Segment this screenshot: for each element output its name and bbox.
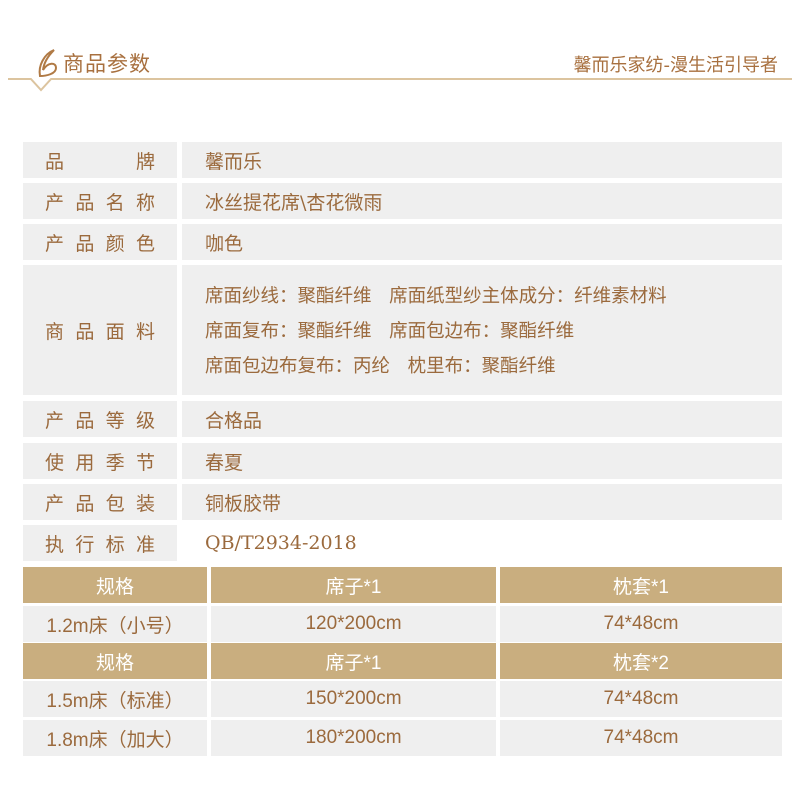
param-label: 产品名称 (23, 183, 177, 219)
brand-slogan: 馨而乐家纺-漫生活引导者 (573, 55, 779, 76)
spec-row: 1.8m床（加大） 180*200cm 74*48cm (23, 720, 782, 756)
spec-header-row: 规格 席子*1 枕套*2 (23, 643, 782, 679)
param-label-char: 产 (45, 409, 65, 432)
param-label-char: 行 (75, 533, 95, 556)
param-row: 产品等级合格品 (23, 401, 782, 437)
param-row: 产品名称冰丝提花席\杏花微雨 (23, 183, 782, 219)
param-value: 合格品 (182, 401, 782, 437)
param-label-char: 色 (135, 232, 155, 255)
spec-cell: 1.8m床（加大） (23, 720, 207, 756)
param-value: 馨而乐 (182, 142, 782, 178)
param-label-char: 商 (45, 320, 65, 343)
spec-cell: 规格 (23, 643, 207, 679)
param-label-char: 料 (135, 320, 155, 343)
param-row: 品牌馨而乐 (23, 142, 782, 178)
param-label: 产品颜色 (23, 224, 177, 260)
param-label-char: 标 (105, 533, 125, 556)
param-label-char: 牌 (135, 150, 155, 173)
param-label-char: 使 (45, 451, 65, 474)
spec-header-row: 规格 席子*1 枕套*1 (23, 567, 782, 603)
material-line: 席面纱线：聚酯纤维 席面纸型纱主体成分：纤维素材料 (205, 286, 667, 307)
spec-cell: 74*48cm (500, 720, 782, 756)
param-row: 使用季节春夏 (23, 443, 782, 479)
spec-cell: 席子*1 (211, 567, 496, 603)
param-label-char: 品 (75, 492, 95, 515)
spec-cell: 规格 (23, 567, 207, 603)
param-row: 产品包装铜板胶带 (23, 484, 782, 520)
param-label: 商品面料 (23, 265, 177, 395)
spec-cell: 1.5m床（标准） (23, 681, 207, 717)
param-label-char: 等 (105, 409, 125, 432)
spec-cell: 120*200cm (211, 606, 496, 642)
param-label-char: 装 (135, 492, 155, 515)
param-value: 春夏 (182, 443, 782, 479)
param-label: 使用季节 (23, 443, 177, 479)
param-label: 产品包装 (23, 484, 177, 520)
spec-cell: 席子*1 (211, 643, 496, 679)
section-title: 商品参数 (63, 52, 151, 76)
param-label: 产品等级 (23, 401, 177, 437)
param-label: 执行标准 (23, 525, 177, 561)
param-label-char: 品 (75, 320, 95, 343)
material-line: 席面复布：聚酯纤维 席面包边布：聚酯纤维 (205, 321, 575, 342)
param-label-char: 执 (45, 533, 65, 556)
param-label-char: 品 (75, 191, 95, 214)
param-label-char: 产 (45, 191, 65, 214)
param-label-char: 产 (45, 492, 65, 515)
spec-cell: 74*48cm (500, 681, 782, 717)
param-label-char: 级 (135, 409, 155, 432)
spec-cell: 1.2m床（小号） (23, 606, 207, 642)
param-label-char: 颜 (105, 232, 125, 255)
header-divider (8, 78, 792, 80)
param-label-char: 称 (135, 191, 155, 214)
param-row: 产品颜色咖色 (23, 224, 782, 260)
param-label-char: 面 (105, 320, 125, 343)
param-label-char: 名 (105, 191, 125, 214)
param-label-char: 产 (45, 232, 65, 255)
param-label-char: 品 (75, 409, 95, 432)
divider-arrow-icon (29, 78, 53, 92)
spec-cell: 180*200cm (211, 720, 496, 756)
param-label-char: 包 (105, 492, 125, 515)
spec-row: 1.5m床（标准） 150*200cm 74*48cm (23, 681, 782, 717)
param-label-char: 用 (75, 451, 95, 474)
spec-row: 1.2m床（小号） 120*200cm 74*48cm (23, 606, 782, 642)
param-row: 商品面料席面纱线：聚酯纤维 席面纸型纱主体成分：纤维素材料 席面复布：聚酯纤维 席… (23, 265, 782, 395)
leaf-logo-icon (38, 49, 58, 78)
param-value: 咖色 (182, 224, 782, 260)
param-label-char: 季 (105, 451, 125, 474)
param-label-char: 品 (45, 150, 65, 173)
spec-cell: 枕套*2 (500, 643, 782, 679)
param-value: 铜板胶带 (182, 484, 782, 520)
param-row: 执行标准 QB/T2934-2018 (23, 525, 782, 561)
spec-cell: 枕套*1 (500, 567, 782, 603)
param-label-char: 准 (135, 533, 155, 556)
param-label-char: 节 (135, 451, 155, 474)
param-value: QB/T2934-2018 (182, 525, 782, 561)
spec-cell: 150*200cm (211, 681, 496, 717)
param-label: 品牌 (23, 142, 177, 178)
spec-cell: 74*48cm (500, 606, 782, 642)
param-label-char: 品 (75, 232, 95, 255)
material-line: 席面包边布复布：丙纶 枕里布：聚酯纤维 (205, 356, 556, 377)
param-value: 席面纱线：聚酯纤维 席面纸型纱主体成分：纤维素材料 席面复布：聚酯纤维 席面包边布… (182, 265, 782, 395)
param-value: 冰丝提花席\杏花微雨 (182, 183, 782, 219)
